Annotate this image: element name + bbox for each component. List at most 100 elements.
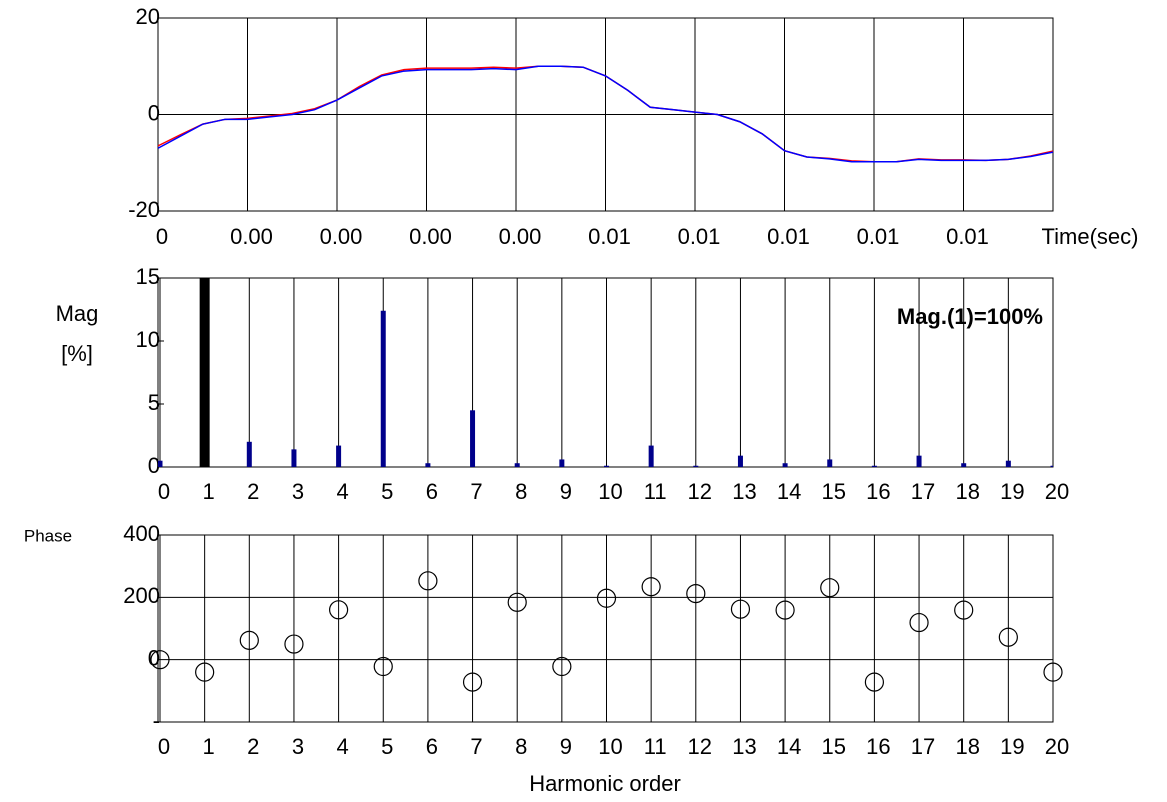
x-tick-label: 5 bbox=[381, 479, 393, 504]
x-tick-label: 10 bbox=[598, 479, 622, 504]
x-tick-label: 2 bbox=[247, 479, 259, 504]
y-tick-label: 20 bbox=[136, 4, 160, 29]
y-tick-label: 200 bbox=[123, 583, 160, 608]
point bbox=[596, 588, 617, 608]
y-axis-label: [%] bbox=[61, 341, 93, 366]
y-tick-label: 400 bbox=[123, 521, 160, 546]
x-tick-label: 0 bbox=[156, 224, 168, 249]
x-tick-label: 0.00 bbox=[409, 224, 452, 249]
x-tick-label: 0.01 bbox=[946, 224, 989, 249]
subplot: 0 1 2 3 4 5 6 7 8 9 10 11 12 13 14 15 16 17 18 19 20051015Ma… bbox=[56, 264, 1070, 504]
bar bbox=[1005, 460, 1011, 467]
point bbox=[998, 627, 1018, 647]
x-tick-label: 20 bbox=[1045, 734, 1069, 759]
x-tick-label: 0.01 bbox=[767, 224, 810, 249]
y-tick-label: 5 bbox=[148, 390, 160, 415]
bar bbox=[336, 445, 342, 467]
point bbox=[641, 577, 661, 597]
x-tick-label: 20 bbox=[1045, 479, 1069, 504]
point bbox=[195, 662, 215, 682]
x-tick-label: 8 bbox=[515, 734, 527, 759]
bar bbox=[871, 465, 877, 467]
bar bbox=[425, 463, 431, 467]
bar bbox=[961, 463, 967, 467]
x-tick-label: 3 bbox=[292, 479, 304, 504]
x-tick-label: 1 bbox=[203, 479, 215, 504]
y-axis-label: Phase bbox=[24, 526, 72, 545]
point bbox=[730, 599, 751, 619]
x-tick-label: 4 bbox=[336, 479, 348, 504]
point bbox=[864, 672, 885, 692]
bar bbox=[470, 410, 476, 467]
x-tick-label: 13 bbox=[732, 734, 756, 759]
x-tick-label: 19 bbox=[1000, 734, 1024, 759]
bar bbox=[380, 310, 386, 467]
point bbox=[284, 634, 304, 654]
point bbox=[329, 600, 349, 620]
y-tick-label: -20 bbox=[128, 197, 160, 222]
y-tick-label: 0 bbox=[148, 100, 160, 125]
x-tick-label: 0.01 bbox=[857, 224, 900, 249]
x-tick-label: 14 bbox=[777, 734, 801, 759]
bars bbox=[158, 278, 1053, 467]
x-tick-label: 6 bbox=[426, 479, 438, 504]
subplot: 0 0.00 0.00 0.00 0.00 0.01 0.01 0.01 0.01 0.01 -20… bbox=[128, 4, 1138, 249]
point bbox=[373, 656, 393, 677]
x-tick-label: 0.01 bbox=[588, 224, 631, 249]
bar bbox=[737, 455, 743, 467]
x-tick-label: 12 bbox=[688, 479, 712, 504]
point bbox=[552, 656, 572, 677]
bar bbox=[559, 459, 565, 467]
point bbox=[150, 650, 170, 670]
x-tick-label: 0.00 bbox=[320, 224, 363, 249]
data-line bbox=[157, 65, 1054, 163]
x-tick-label: 0 bbox=[158, 479, 170, 504]
bar bbox=[604, 465, 609, 467]
x-tick-label: 7 bbox=[470, 479, 482, 504]
point bbox=[954, 600, 974, 620]
x-axis-label: Harmonic order bbox=[529, 771, 681, 796]
bar bbox=[158, 460, 163, 467]
bar bbox=[693, 465, 699, 467]
point bbox=[239, 630, 259, 650]
bar bbox=[827, 459, 833, 467]
point bbox=[507, 592, 527, 612]
x-axis-label: Time(sec) bbox=[1042, 224, 1139, 249]
x-tick-label: 16 bbox=[866, 479, 890, 504]
x-tick-label: 4 bbox=[336, 734, 348, 759]
x-tick-label: 11 bbox=[644, 479, 667, 504]
y-tick-label: 15 bbox=[136, 264, 160, 289]
y-tick-label: 10 bbox=[136, 327, 160, 352]
bar bbox=[916, 455, 922, 467]
x-tick-label: 5 bbox=[381, 734, 393, 759]
x-tick-label: 16 bbox=[866, 734, 890, 759]
x-tick-label: 19 bbox=[1000, 479, 1024, 504]
y-tick-label: - bbox=[153, 708, 160, 733]
x-tick-label: 15 bbox=[822, 734, 846, 759]
x-tick-label: 17 bbox=[911, 734, 935, 759]
point bbox=[418, 571, 438, 591]
x-tick-label: 6 bbox=[426, 734, 438, 759]
x-tick-label: 14 bbox=[777, 479, 801, 504]
x-tick-label: 17 bbox=[911, 479, 935, 504]
point bbox=[820, 578, 840, 598]
x-tick-label: 9 bbox=[560, 734, 572, 759]
x-tick-label: 3 bbox=[292, 734, 304, 759]
bar bbox=[1050, 465, 1053, 467]
x-tick-label: 0.00 bbox=[499, 224, 542, 249]
y-axis-label: Mag bbox=[56, 301, 99, 326]
bar bbox=[514, 463, 520, 467]
x-tick-label: 0.01 bbox=[678, 224, 721, 249]
x-tick-label: 11 bbox=[644, 734, 667, 759]
annotation: Mag.(1)=100% bbox=[897, 304, 1043, 329]
x-tick-label: 18 bbox=[955, 479, 979, 504]
bar bbox=[782, 463, 788, 467]
x-tick-label: 13 bbox=[732, 479, 756, 504]
x-tick-label: 8 bbox=[515, 479, 527, 504]
x-tick-label: 2 bbox=[247, 734, 259, 759]
x-tick-label: 15 bbox=[822, 479, 846, 504]
point bbox=[686, 583, 706, 604]
y-tick-label: 0 bbox=[148, 453, 160, 478]
x-tick-label: 9 bbox=[560, 479, 572, 504]
bar bbox=[648, 445, 654, 467]
